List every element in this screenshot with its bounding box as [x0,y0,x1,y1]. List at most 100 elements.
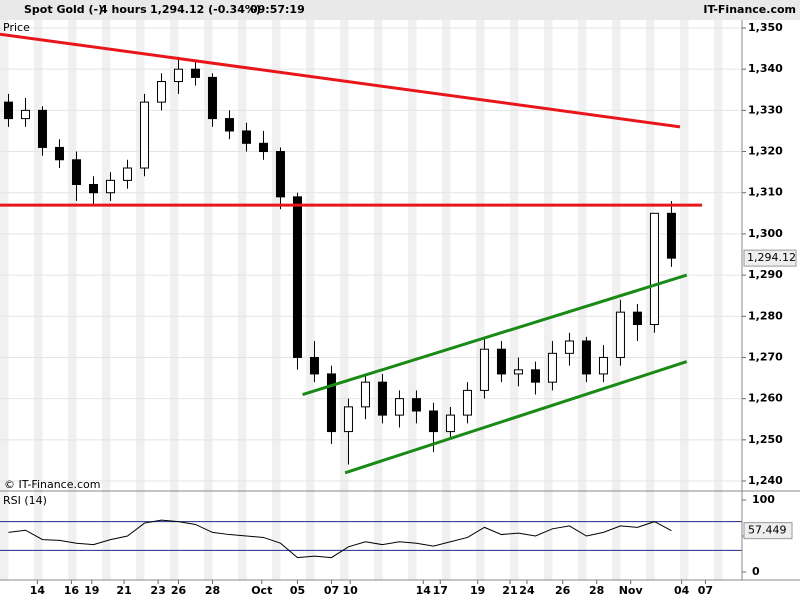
quote: 1,294.12 (-0.34%) [150,3,261,16]
candle-body [292,196,302,358]
candle-body [258,142,268,153]
x-tick-label: 21 [502,584,517,597]
candle-body [360,381,370,408]
candle-body [326,373,336,433]
x-tick-label: Oct [251,584,272,597]
candle-body [479,348,489,391]
candle-body [343,406,353,433]
candle-body [207,76,217,120]
candle-body [547,352,557,383]
candle-body [445,414,455,433]
day-stripe [306,20,315,580]
x-tick-label: 24 [519,584,535,597]
x-tick-label: 28 [589,584,604,597]
last-value-label: 57.449 [748,524,787,537]
interval: 4 hours [100,3,147,16]
day-stripe [170,20,179,580]
day-stripe [714,20,723,580]
panel-label: RSI (14) [3,494,47,507]
day-stripe [204,20,213,580]
day-stripe [68,20,77,580]
y-tick-label: 100 [752,493,775,506]
x-tick-label: 16 [64,584,80,597]
candle-body [173,68,183,83]
trendline [302,273,688,396]
day-stripe [102,20,111,580]
candle-body [241,130,251,144]
y-tick-label: 1,350 [748,21,783,34]
x-tick-label: 28 [205,584,220,597]
x-tick-label: Nov [619,584,644,597]
header-bar [0,0,800,20]
x-tick-label: 05 [290,584,305,597]
candle-body [581,340,591,375]
candle-body [649,212,659,326]
y-tick-label: 1,250 [748,433,783,446]
day-stripe [476,20,485,580]
day-stripe [442,20,451,580]
day-stripe [408,20,417,580]
candle-body [54,146,64,161]
candle-body [615,311,625,358]
panel-label: Price [3,21,30,34]
candle-body [71,159,81,185]
candle-body [105,179,115,194]
y-tick-label: 1,320 [748,145,783,158]
instrument: Spot Gold (-) [24,3,103,16]
day-stripe [272,20,281,580]
y-tick-label: 1,340 [748,62,783,75]
x-tick-label: 04 [674,584,690,597]
day-stripe [340,20,349,580]
watermark: © IT-Finance.com [4,478,101,491]
y-tick-label: 1,330 [748,103,783,116]
candle-body [411,398,421,412]
rsi-line [8,519,672,559]
candle-body [530,369,540,383]
day-stripe [578,20,587,580]
last-price-box [743,249,797,267]
candle-body [496,348,506,375]
day-stripe [0,20,9,580]
x-tick-label: 21 [116,584,131,597]
day-stripe [544,20,553,580]
candle-body [666,212,676,259]
x-tick-label: 14 [30,584,46,597]
candle-body [462,389,472,416]
candle-body [275,151,285,198]
day-stripe [612,20,621,580]
candle-body [394,398,404,416]
brand: IT-Finance.com [703,3,796,16]
candle-body [224,118,234,132]
day-stripe [374,20,383,580]
x-tick-label: 26 [171,584,187,597]
candle-body [564,340,574,354]
day-stripe [34,20,43,580]
candle-body [20,109,30,120]
candle-body [309,356,319,375]
x-tick-label: 14 [416,584,432,597]
x-tick-label: 17 [433,584,448,597]
day-stripe [136,20,145,580]
x-tick-label: 10 [343,584,359,597]
candle-body [513,369,523,375]
trendline [344,360,688,475]
candle-body [377,381,387,416]
x-tick-label: 26 [555,584,571,597]
candle-body [190,68,200,78]
trendline [0,32,681,129]
candle-body [156,81,166,103]
time: 09:57:19 [250,3,305,16]
candle-body [139,101,149,169]
y-tick-label: 1,310 [748,186,783,199]
x-tick-label: 23 [150,584,165,597]
candle-body [428,410,438,433]
y-tick-label: 1,290 [748,268,783,281]
y-tick-label: 1,280 [748,309,783,322]
day-stripe [238,20,247,580]
candle-body [37,109,47,148]
candle-body [3,101,13,120]
y-tick-label: 1,260 [748,392,783,405]
x-tick-label: 07 [324,584,339,597]
y-tick-label: 1,240 [748,474,783,487]
